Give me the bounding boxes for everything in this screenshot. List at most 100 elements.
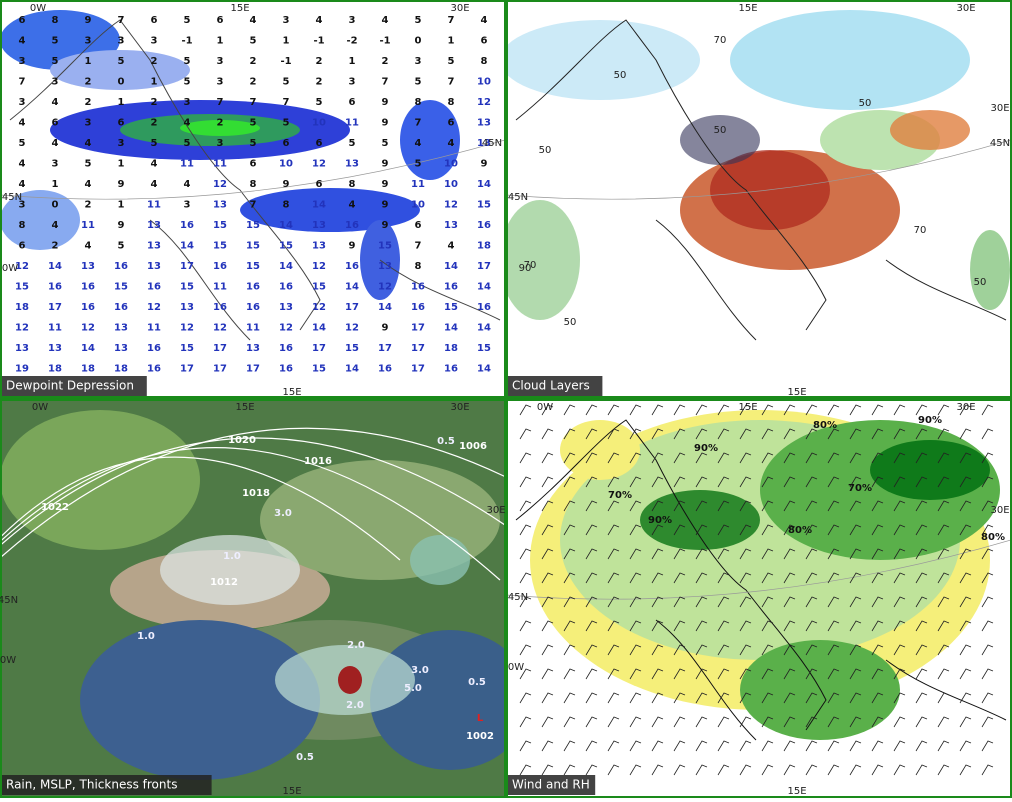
coord-label: 15E bbox=[738, 3, 757, 14]
wind-barb bbox=[629, 716, 642, 728]
wind-barb bbox=[695, 716, 708, 728]
graticule bbox=[2, 139, 504, 200]
wind-barb bbox=[915, 716, 928, 728]
dewpoint-value: 16 bbox=[114, 261, 128, 272]
dewpoint-value: 7 bbox=[382, 77, 389, 88]
isobar-label: 1016 bbox=[304, 456, 332, 467]
dewpoint-value: 12 bbox=[444, 200, 458, 211]
wind-barb bbox=[695, 476, 708, 488]
wind-barb bbox=[827, 524, 840, 536]
wind-barb bbox=[717, 548, 730, 560]
dewpoint-value: 9 bbox=[283, 179, 290, 190]
isobar bbox=[2, 447, 501, 581]
dewpoint-value: 15 bbox=[279, 241, 293, 252]
dewpoint-value: 1 bbox=[118, 97, 125, 108]
dewpoint-value: 17 bbox=[246, 364, 260, 375]
coord-label: 30E bbox=[956, 402, 975, 413]
wind-barb bbox=[827, 716, 840, 728]
dewpoint-value: 15 bbox=[213, 220, 227, 231]
dewpoint-value: 3 bbox=[118, 138, 125, 149]
wind-barb bbox=[849, 548, 862, 560]
wind-barb bbox=[871, 764, 884, 776]
dewpoint-value: 2 bbox=[316, 56, 323, 67]
wind-barb bbox=[761, 404, 774, 416]
wind-barb bbox=[959, 452, 972, 464]
wind-barb bbox=[695, 428, 708, 440]
wind-barb bbox=[519, 716, 532, 728]
dewpoint-value: 6 bbox=[118, 118, 125, 129]
wind-barb bbox=[805, 692, 818, 704]
dewpoint-value: 14 bbox=[444, 323, 458, 334]
wind-barb bbox=[937, 476, 950, 488]
wind-barb bbox=[915, 524, 928, 536]
dewpoint-value: 14 bbox=[312, 323, 326, 334]
wind-barb bbox=[695, 644, 708, 656]
wind-barb bbox=[849, 572, 862, 584]
wind-barb bbox=[937, 524, 950, 536]
rain-label: 0.5 bbox=[468, 677, 486, 688]
dewpoint-value: 3 bbox=[415, 56, 422, 67]
wind-barb bbox=[849, 476, 862, 488]
dewpoint-value: 18 bbox=[15, 302, 29, 313]
wind-barb bbox=[893, 740, 906, 752]
isobar-label: 1018 bbox=[242, 488, 270, 499]
dewpoint-value: -1 bbox=[181, 36, 192, 47]
wind-barb bbox=[541, 764, 554, 776]
wind-barb bbox=[849, 500, 862, 512]
wind-barb bbox=[673, 620, 686, 632]
dewpoint-value: 6 bbox=[151, 15, 158, 26]
wind-barb bbox=[585, 572, 598, 584]
rain-label: 2.0 bbox=[347, 640, 365, 651]
wind-barb bbox=[739, 716, 752, 728]
wind-barb bbox=[739, 476, 752, 488]
dewpoint-value: 16 bbox=[246, 302, 260, 313]
dewpoint-value: 15 bbox=[246, 220, 260, 231]
wind-barb bbox=[871, 500, 884, 512]
dewpoint-value: 18 bbox=[81, 364, 95, 375]
wind-barb bbox=[827, 404, 840, 416]
rh-label: 90% bbox=[694, 443, 718, 454]
dewpoint-value: 10 bbox=[411, 200, 425, 211]
wind-barb bbox=[651, 668, 664, 680]
dewpoint-value: 17 bbox=[312, 343, 326, 354]
wind-barb bbox=[695, 668, 708, 680]
wind-barb bbox=[981, 476, 994, 488]
wind-barb bbox=[783, 716, 796, 728]
rh-label: 70% bbox=[848, 483, 872, 494]
wind-barb bbox=[739, 644, 752, 656]
wind-barb bbox=[981, 452, 994, 464]
field-area bbox=[730, 10, 970, 110]
coord-label: 0W bbox=[30, 3, 46, 14]
dewpoint-value: 12 bbox=[213, 323, 227, 334]
coord-label: 30E bbox=[956, 3, 975, 14]
wind-barb bbox=[629, 428, 642, 440]
wind-barb bbox=[915, 404, 928, 416]
wind-barb bbox=[981, 404, 994, 416]
wind-barb bbox=[937, 428, 950, 440]
wind-barb bbox=[541, 716, 554, 728]
dewpoint-value: 5 bbox=[184, 56, 191, 67]
wind-barb bbox=[761, 668, 774, 680]
wind-barb bbox=[739, 572, 752, 584]
wind-barb bbox=[849, 764, 862, 776]
wind-barb bbox=[981, 572, 994, 584]
wind-barb bbox=[519, 404, 532, 416]
wind-barb bbox=[915, 740, 928, 752]
rain-label: 1.0 bbox=[223, 551, 241, 562]
dewpoint-value: 0 bbox=[415, 36, 422, 47]
wind-barb bbox=[695, 620, 708, 632]
wind-barb bbox=[959, 668, 972, 680]
wind-barb bbox=[607, 428, 620, 440]
field-area bbox=[640, 490, 760, 550]
dewpoint-value: 3 bbox=[151, 36, 158, 47]
dewpoint-value: 5 bbox=[184, 77, 191, 88]
dewpoint-value: 16 bbox=[213, 302, 227, 313]
wind-barb bbox=[871, 644, 884, 656]
dewpoint-value: 16 bbox=[477, 302, 491, 313]
wind-barb bbox=[761, 548, 774, 560]
title-bg bbox=[2, 376, 147, 396]
wind-barb bbox=[981, 668, 994, 680]
wind-barb bbox=[695, 596, 708, 608]
wind-barb bbox=[981, 428, 994, 440]
wind-barb bbox=[563, 476, 576, 488]
